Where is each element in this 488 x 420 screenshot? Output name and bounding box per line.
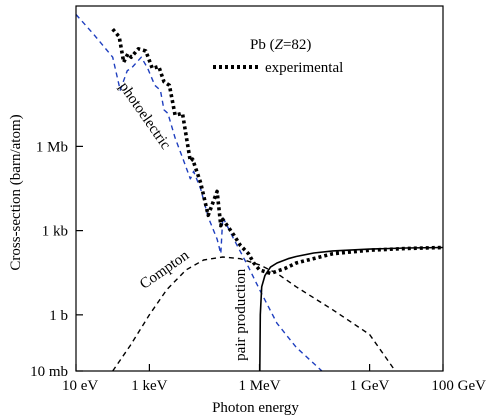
annotation-compton: Compton <box>137 247 192 292</box>
series-photoelectric-line <box>75 14 323 372</box>
x-tick-label: 100 GeV <box>431 378 486 394</box>
series-layer <box>75 14 444 372</box>
x-tick-label: 1 keV <box>131 378 167 394</box>
legend-heading-prefix: Pb ( <box>250 37 275 53</box>
series-experimental-line <box>111 27 444 276</box>
y-tick-label: 1 kb <box>42 224 68 240</box>
legend-entry-experimental: experimental <box>265 60 343 76</box>
y-tick-label: 1 Mb <box>36 139 68 155</box>
legend-heading: Pb (Z=82) <box>250 37 311 53</box>
x-tick-label: 1 MeV <box>238 378 280 394</box>
legend-heading-suffix: =82) <box>283 37 311 53</box>
y-axis-label: Cross-section (barn/atom) <box>8 114 24 270</box>
x-tick-label: 10 eV <box>62 378 98 394</box>
series-compton-line <box>112 256 396 372</box>
y-tick-label: 10 mb <box>30 364 68 380</box>
tick-layer <box>75 145 444 372</box>
x-tick-label: 1 GeV <box>350 378 390 394</box>
label-layer: 10 eV 1 keV 1 MeV 1 GeV 100 GeV 10 mb 1 b 1 kb 1… <box>30 79 486 394</box>
y-tick-label: 1 b <box>49 308 68 324</box>
series-pair-production-line <box>259 246 444 372</box>
annotation-photoelectric: photoelectric <box>116 79 174 153</box>
x-axis-label: Photon energy <box>212 400 299 416</box>
annotation-pair-production: pair production <box>233 268 249 361</box>
legend-heading-italic: Z <box>275 37 284 53</box>
